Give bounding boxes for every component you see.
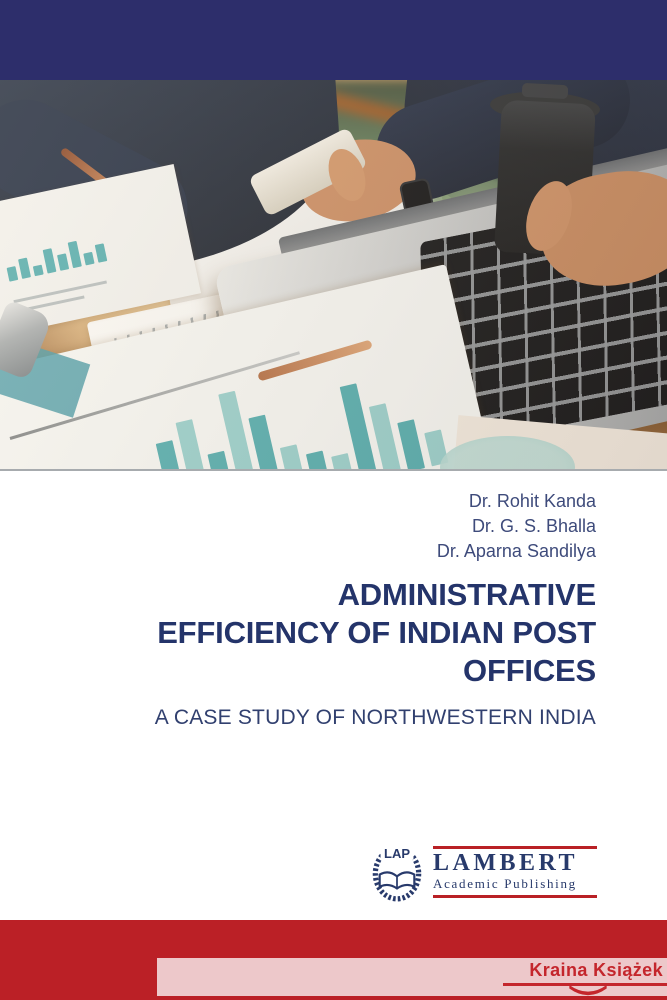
chart-bar bbox=[331, 452, 355, 469]
chart-bar bbox=[6, 266, 19, 282]
mini-bar-chart bbox=[4, 235, 108, 282]
chart-bar bbox=[248, 414, 285, 469]
lap-emblem-icon: LAP bbox=[372, 845, 422, 902]
watermark-text: Kraina Książek bbox=[529, 960, 663, 980]
watermark-band: Kraina Książek bbox=[157, 958, 667, 996]
chart-bar bbox=[18, 257, 32, 279]
coffee-cup-lid-knob bbox=[521, 82, 569, 100]
chart-bar bbox=[67, 240, 82, 269]
author-name: Dr. Rohit Kanda bbox=[468, 491, 596, 511]
chart-bar bbox=[94, 243, 108, 263]
watermark-underline bbox=[503, 983, 667, 986]
bottom-banner: Kraina Książek bbox=[0, 920, 667, 1000]
chart-bar bbox=[397, 419, 426, 469]
top-banner bbox=[0, 0, 667, 80]
author-name: Dr. G. S. Bhalla bbox=[471, 516, 596, 536]
chart-bar bbox=[305, 450, 332, 469]
book-subtitle: A CASE STUDY OF NORTHWESTERN INDIA bbox=[154, 706, 596, 729]
author-name: Dr. Aparna Sandilya bbox=[436, 541, 596, 561]
lap-acronym: LAP bbox=[384, 846, 410, 861]
publisher-wordmark: LAMBERT Academic Publishing bbox=[433, 846, 597, 898]
title-line: ADMINISTRATIVE bbox=[337, 577, 597, 612]
chart-bar bbox=[83, 251, 95, 266]
publisher-logo: LAP LAMBERT Academic Publishing bbox=[371, 841, 597, 903]
red-rule-top bbox=[433, 846, 597, 850]
publisher-name: LAMBERT bbox=[433, 850, 579, 877]
wreath-opening bbox=[380, 845, 414, 860]
chart-bar bbox=[42, 248, 57, 274]
author-list: Dr. Rohit Kanda Dr. G. S. Bhalla Dr. Apa… bbox=[40, 489, 596, 564]
cover-photo bbox=[0, 80, 667, 471]
watermark-book-icon bbox=[569, 985, 607, 996]
book-title: ADMINISTRATIVE EFFICIENCY OF INDIAN POST… bbox=[40, 576, 596, 690]
title-line: EFFICIENCY OF INDIAN POST bbox=[157, 615, 596, 650]
red-rule-bottom bbox=[433, 894, 597, 898]
publisher-tagline: Academic Publishing bbox=[433, 875, 577, 891]
title-line: OFFICES bbox=[463, 653, 596, 688]
chart-bar bbox=[279, 444, 309, 469]
chart-bar bbox=[32, 264, 44, 277]
chart-bar bbox=[57, 253, 70, 271]
